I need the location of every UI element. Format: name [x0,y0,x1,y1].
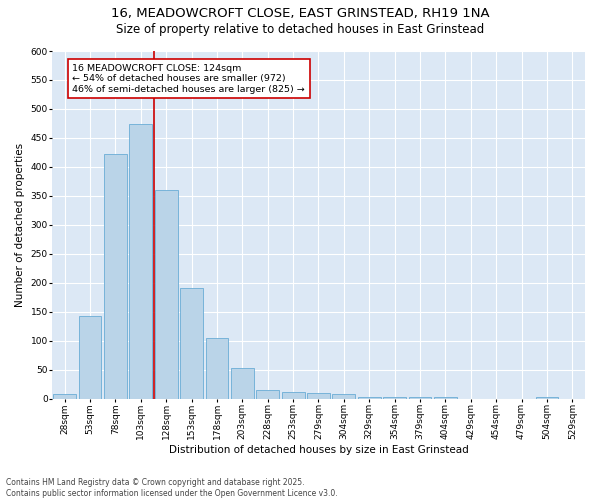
Bar [332,394,355,399]
Y-axis label: Number of detached properties: Number of detached properties [15,143,25,307]
Bar [130,124,152,399]
Bar [206,338,229,399]
Bar [155,190,178,399]
Bar [281,392,305,399]
Bar [180,288,203,399]
Bar [409,397,431,399]
Text: Contains HM Land Registry data © Crown copyright and database right 2025.
Contai: Contains HM Land Registry data © Crown c… [6,478,338,498]
Text: Size of property relative to detached houses in East Grinstead: Size of property relative to detached ho… [116,22,484,36]
Bar [79,316,101,399]
Text: 16, MEADOWCROFT CLOSE, EAST GRINSTEAD, RH19 1NA: 16, MEADOWCROFT CLOSE, EAST GRINSTEAD, R… [110,8,490,20]
Bar [53,394,76,399]
X-axis label: Distribution of detached houses by size in East Grinstead: Distribution of detached houses by size … [169,445,469,455]
Bar [231,368,254,399]
Bar [256,390,279,399]
Bar [383,396,406,399]
Bar [434,397,457,399]
Bar [104,154,127,399]
Bar [358,396,380,399]
Bar [307,393,330,399]
Text: 16 MEADOWCROFT CLOSE: 124sqm
← 54% of detached houses are smaller (972)
46% of s: 16 MEADOWCROFT CLOSE: 124sqm ← 54% of de… [72,64,305,94]
Bar [536,396,559,399]
